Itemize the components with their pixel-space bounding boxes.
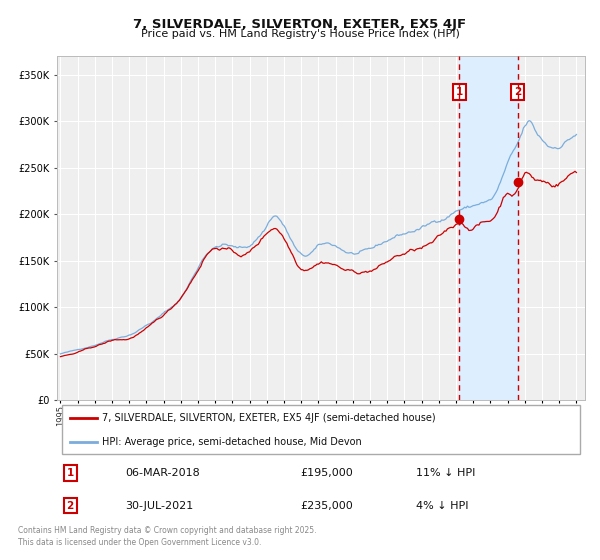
Text: 1: 1 [67,468,74,478]
Text: 11% ↓ HPI: 11% ↓ HPI [416,468,475,478]
Text: HPI: Average price, semi-detached house, Mid Devon: HPI: Average price, semi-detached house,… [102,437,362,447]
Bar [459,56,518,400]
Text: Contains HM Land Registry data © Crown copyright and database right 2025.
This d: Contains HM Land Registry data © Crown c… [18,526,316,547]
Text: 2: 2 [67,501,74,511]
Text: 1: 1 [455,87,463,97]
Text: £235,000: £235,000 [300,501,353,511]
FancyBboxPatch shape [62,405,580,454]
Text: 30-JUL-2021: 30-JUL-2021 [125,501,194,511]
Text: 06-MAR-2018: 06-MAR-2018 [125,468,200,478]
Text: 4% ↓ HPI: 4% ↓ HPI [416,501,469,511]
Text: 7, SILVERDALE, SILVERTON, EXETER, EX5 4JF: 7, SILVERDALE, SILVERTON, EXETER, EX5 4J… [133,18,467,31]
Text: £195,000: £195,000 [300,468,353,478]
Text: 7, SILVERDALE, SILVERTON, EXETER, EX5 4JF (semi-detached house): 7, SILVERDALE, SILVERTON, EXETER, EX5 4J… [102,413,436,423]
Text: 2: 2 [514,87,521,97]
Text: Price paid vs. HM Land Registry's House Price Index (HPI): Price paid vs. HM Land Registry's House … [140,29,460,39]
